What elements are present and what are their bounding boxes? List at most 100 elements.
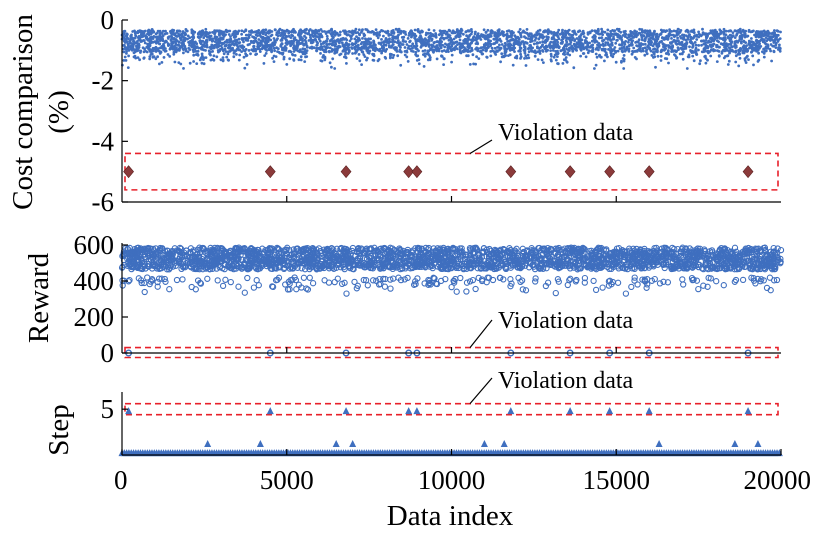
cost-point: [565, 36, 569, 39]
cost-point: [360, 63, 363, 66]
cost-point: [538, 52, 542, 55]
cost-point: [669, 46, 673, 50]
cost-point: [672, 49, 675, 53]
cost-point: [712, 30, 715, 33]
cost-point: [637, 40, 640, 44]
cost-point: [545, 36, 549, 39]
cost-point: [392, 32, 396, 35]
cost-point: [174, 50, 178, 54]
cost-point: [401, 39, 405, 43]
cost-point: [435, 40, 439, 44]
cost-point: [522, 43, 526, 47]
cost-point: [284, 41, 288, 45]
cost-point: [556, 62, 560, 66]
cost-point: [450, 43, 454, 47]
cost-point: [467, 29, 471, 33]
cost-point: [134, 56, 138, 60]
cost-point: [323, 58, 327, 62]
cost-point: [133, 42, 136, 45]
cost-point: [536, 58, 540, 61]
cost-point: [730, 35, 734, 39]
cost-point: [410, 33, 414, 37]
cost-point: [360, 29, 364, 32]
cost-point: [154, 57, 158, 61]
cost-point: [499, 47, 503, 50]
cost-point: [438, 38, 442, 42]
cost-point: [584, 46, 587, 49]
cost-point: [466, 35, 470, 39]
cost-point: [594, 52, 598, 56]
cost-point: [138, 58, 142, 62]
cost-point: [523, 31, 527, 34]
cost-point: [362, 40, 366, 44]
cost-point: [526, 53, 530, 57]
cost-point: [172, 46, 175, 49]
cost-point: [772, 32, 775, 36]
cost-point: [552, 55, 556, 59]
cost-point: [579, 41, 582, 44]
cost-point: [302, 30, 306, 34]
cost-point: [694, 48, 697, 52]
cost-point: [513, 50, 516, 53]
cost-point: [410, 44, 413, 48]
cost-point: [229, 35, 232, 38]
cost-point: [723, 36, 727, 39]
cost-point: [530, 36, 534, 40]
cost-point: [550, 59, 553, 63]
cost-point: [224, 50, 228, 53]
cost-point: [224, 44, 228, 48]
cost-point: [398, 44, 402, 48]
cost-point: [581, 29, 585, 33]
cost-point: [320, 59, 324, 63]
cost-point: [560, 42, 564, 45]
cost-point: [615, 27, 619, 31]
cost-point: [225, 55, 229, 59]
cost-point: [659, 54, 663, 58]
cost-point: [734, 45, 738, 49]
cost-point: [211, 57, 214, 61]
cost-point: [688, 40, 692, 44]
cost-point: [131, 46, 134, 50]
cost-point: [403, 46, 407, 49]
cost-point: [634, 35, 638, 39]
cost-point: [666, 50, 670, 54]
cost-point: [404, 33, 408, 36]
cost-point: [177, 61, 181, 64]
cost-point: [643, 53, 647, 57]
cost-point: [210, 37, 214, 41]
cost-normal-series: [120, 27, 782, 70]
cost-point: [607, 48, 610, 51]
cost-point: [228, 46, 231, 50]
cost-point: [344, 51, 348, 55]
cost-point: [348, 39, 352, 43]
cost-point: [271, 56, 274, 60]
cost-point: [389, 46, 393, 49]
cost-point: [309, 36, 312, 39]
cost-point: [414, 50, 418, 54]
cost-point: [695, 33, 699, 37]
cost-point: [527, 50, 531, 54]
cost-point: [285, 63, 289, 66]
cost-point: [371, 52, 374, 56]
cost-point: [556, 49, 559, 53]
cost-point: [310, 33, 314, 36]
cost-point: [622, 67, 626, 70]
cost-point: [178, 30, 182, 33]
cost-point: [525, 28, 529, 31]
cost-point: [774, 37, 778, 41]
cost-point: [377, 33, 381, 36]
cost-point: [564, 56, 568, 59]
cost-point: [399, 32, 403, 35]
cost-point: [301, 39, 304, 43]
cost-point: [743, 32, 747, 36]
cost-point: [683, 45, 687, 49]
cost-point: [297, 58, 301, 62]
cost-point: [599, 43, 603, 47]
cost-point: [380, 38, 383, 41]
cost-point: [394, 46, 397, 49]
cost-point: [409, 30, 412, 33]
cost-point: [700, 50, 704, 54]
cost-point: [311, 30, 315, 34]
cost-point: [450, 60, 453, 64]
cost-point: [238, 53, 242, 57]
